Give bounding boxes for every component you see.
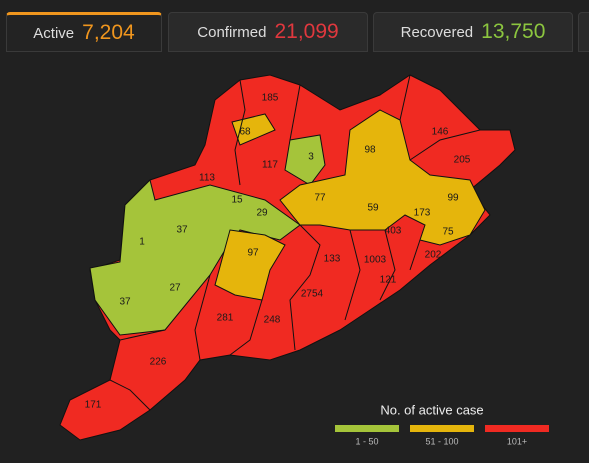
border <box>399 74 411 121</box>
district-count: 226 <box>150 357 167 368</box>
district-count: 281 <box>217 313 234 324</box>
district-count: 99 <box>447 193 459 204</box>
border <box>409 239 421 271</box>
legend-swatch <box>335 425 399 432</box>
border <box>109 379 151 411</box>
district-count: 202 <box>425 250 442 261</box>
district-count: 171 <box>85 400 102 411</box>
district-count: 133 <box>324 254 341 265</box>
district-count: 121 <box>380 275 397 286</box>
border <box>119 329 166 341</box>
tab-label: Recovered <box>400 23 474 41</box>
district-count: 59 <box>367 203 379 214</box>
district-count: 3 <box>308 152 314 163</box>
border <box>409 129 481 161</box>
district-count: 205 <box>454 155 471 166</box>
region-yellow <box>279 109 486 246</box>
legend-swatch <box>485 425 549 432</box>
border <box>289 224 321 351</box>
district-count: 68 <box>239 127 251 138</box>
district-count: 97 <box>247 248 259 259</box>
district-count: 113 <box>199 173 215 184</box>
district-borders <box>109 74 481 411</box>
tab-value: 7,204 <box>82 21 135 44</box>
district-count: 15 <box>231 195 243 206</box>
border <box>344 229 361 321</box>
district-count: 248 <box>264 315 281 326</box>
tab[interactable]: Active 7,204 <box>6 12 162 52</box>
district-count: 146 <box>432 127 449 138</box>
legend-swatch <box>410 425 474 432</box>
district-count: 77 <box>314 193 326 204</box>
region-yellow <box>231 113 276 146</box>
district-count: 29 <box>256 208 268 219</box>
tab-value: 13,750 <box>481 20 546 43</box>
tab-value: 21,099 <box>274 20 339 43</box>
district-count: 117 <box>262 160 278 171</box>
district-count: 1 <box>139 237 145 248</box>
legend-label: 1 - 50 <box>355 436 378 446</box>
legend-title: No. of active case <box>380 402 483 417</box>
district-count: 1003 <box>364 255 387 266</box>
district-count: 75 <box>442 227 454 238</box>
district-count: 2754 <box>301 289 324 300</box>
border <box>194 274 211 361</box>
tab[interactable]: Confirmed 21,099 <box>168 12 368 52</box>
district-count: 98 <box>364 145 376 156</box>
border <box>234 79 246 186</box>
district-count: 173 <box>414 208 431 219</box>
tab-label: Active <box>33 24 75 42</box>
region-yellow <box>214 229 286 301</box>
border <box>289 84 301 141</box>
tab-bar: Active 7,204 Confirmed 21,099 Recovered 13,75… <box>0 0 589 56</box>
district-count: 37 <box>176 225 188 236</box>
district-count: 37 <box>119 297 131 308</box>
tab-partial[interactable] <box>578 12 589 52</box>
tab-label: Confirmed <box>197 23 267 41</box>
district-count: 185 <box>262 93 279 104</box>
district-count: 27 <box>169 283 181 294</box>
tab[interactable]: Recovered 13,750 <box>373 12 573 52</box>
district-count: 403 <box>385 226 402 237</box>
legend-label: 51 - 100 <box>425 436 458 446</box>
region-green <box>284 134 326 186</box>
legend-label: 101+ <box>507 436 527 446</box>
border <box>229 299 263 356</box>
border <box>379 229 396 301</box>
